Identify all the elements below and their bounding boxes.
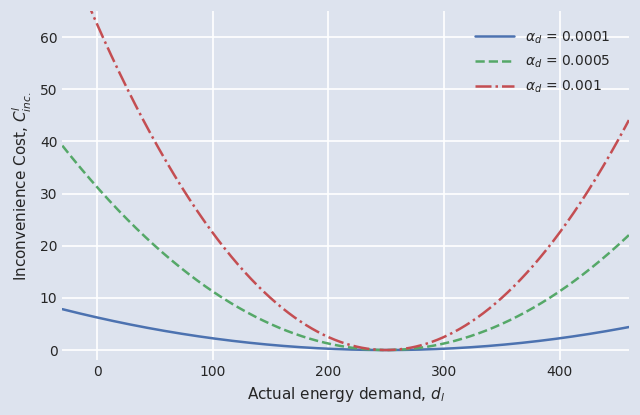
$\alpha_d$ = 0.0005 bbox=[382, 347, 390, 352]
$\alpha_d$ = 0.0001 bbox=[334, 347, 342, 352]
$\alpha_d$ = 0.001 bbox=[625, 117, 633, 122]
$\alpha_d$ = 0.0005 bbox=[334, 343, 342, 348]
$\alpha_d$ = 0.0001 bbox=[505, 342, 513, 347]
$\alpha_d$ = 0.0001 bbox=[609, 327, 616, 332]
$\alpha_d$ = 0.001 bbox=[319, 332, 326, 337]
$\alpha_d$ = 0.0005 bbox=[609, 248, 616, 253]
$\alpha_d$ = 0.0001 bbox=[58, 307, 66, 312]
X-axis label: Actual energy demand, $d_l$: Actual energy demand, $d_l$ bbox=[246, 385, 445, 404]
$\alpha_d$ = 0.001 bbox=[609, 148, 616, 153]
Line: $\alpha_d$ = 0.001: $\alpha_d$ = 0.001 bbox=[62, 0, 629, 350]
$\alpha_d$ = 0.0005 bbox=[609, 247, 616, 252]
$\alpha_d$ = 0.001 bbox=[88, 8, 95, 13]
$\alpha_d$ = 0.001 bbox=[334, 339, 342, 344]
Legend: $\alpha_d$ = 0.0001, $\alpha_d$ = 0.0005, $\alpha_d$ = 0.001: $\alpha_d$ = 0.0001, $\alpha_d$ = 0.0005… bbox=[464, 18, 622, 106]
$\alpha_d$ = 0.0001 bbox=[88, 314, 95, 319]
$\alpha_d$ = 0.001 bbox=[609, 147, 616, 152]
$\alpha_d$ = 0.0005 bbox=[505, 318, 513, 323]
$\alpha_d$ = 0.001 bbox=[505, 289, 513, 294]
$\alpha_d$ = 0.0001 bbox=[319, 346, 326, 351]
$\alpha_d$ = 0.0005 bbox=[58, 143, 66, 148]
$\alpha_d$ = 0.0005 bbox=[319, 340, 326, 345]
$\alpha_d$ = 0.0001 bbox=[625, 325, 633, 330]
Line: $\alpha_d$ = 0.0001: $\alpha_d$ = 0.0001 bbox=[62, 309, 629, 350]
Y-axis label: Inconvenience Cost, $C^l_{inc.}$: Inconvenience Cost, $C^l_{inc.}$ bbox=[11, 91, 35, 281]
$\alpha_d$ = 0.001 bbox=[382, 347, 390, 352]
Line: $\alpha_d$ = 0.0005: $\alpha_d$ = 0.0005 bbox=[62, 146, 629, 350]
$\alpha_d$ = 0.0001 bbox=[609, 327, 616, 332]
$\alpha_d$ = 0.0001 bbox=[382, 347, 390, 352]
$\alpha_d$ = 0.0005 bbox=[88, 178, 95, 183]
$\alpha_d$ = 0.0005 bbox=[625, 232, 633, 237]
